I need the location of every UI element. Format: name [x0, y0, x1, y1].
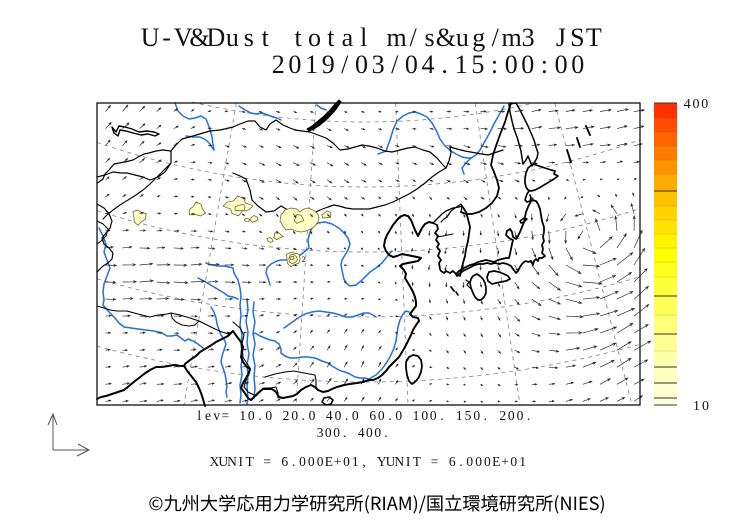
- svg-text:400: 400: [684, 97, 708, 112]
- svg-text:2: 2: [302, 255, 306, 264]
- svg-text:2019/03/04.15:00:00: 2019/03/04.15:00:00: [272, 50, 584, 79]
